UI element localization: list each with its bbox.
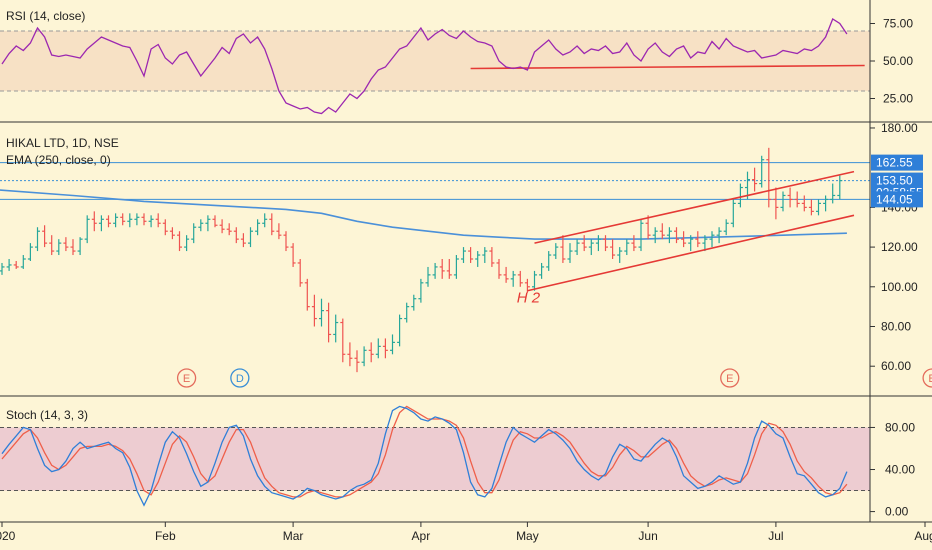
- price-tick-label: 60.00: [881, 359, 911, 373]
- event-marker-circle: [720, 368, 740, 388]
- rsi-support-trendline: [470, 64, 865, 70]
- event-marker-circle: [922, 368, 932, 388]
- rsi-label: RSI (14, close): [6, 9, 85, 23]
- event-marker-label: E: [928, 373, 932, 385]
- price-title: HIKAL LTD, 1D, NSE: [6, 136, 119, 150]
- price-label-text: 144.05: [876, 192, 913, 206]
- channel-upper-line: [534, 170, 855, 244]
- stoch-panel: Stoch (14, 3, 3) 80.00 40.00 0.00: [0, 405, 915, 519]
- event-marker-circle: [230, 368, 250, 388]
- rsi-band: [0, 31, 870, 91]
- ema-label: EMA (250, close, 0): [6, 153, 111, 167]
- price-label-box: [871, 154, 923, 171]
- event-marker-circle: [176, 368, 197, 388]
- price-label-text: 153.50: [876, 174, 913, 188]
- price-tick-label: 120.00: [881, 240, 918, 254]
- rsi-tick-label: 25.00: [883, 92, 913, 106]
- time-axis: 2020FebMarAprMayJunJulAug24: [0, 522, 932, 543]
- price-label-text: 162.55: [876, 156, 913, 170]
- time-tick-label: Feb: [155, 529, 176, 543]
- stoch-label: Stoch (14, 3, 3): [6, 408, 88, 422]
- pattern-annotation: H 2: [517, 290, 541, 307]
- price-tick-label: 100.00: [881, 280, 918, 294]
- time-tick-label: 2020: [0, 529, 16, 543]
- price-panel: HIKAL LTD, 1D, NSE EMA (250, close, 0) H…: [0, 121, 932, 388]
- ema-line: [0, 189, 847, 240]
- rsi-tick-label: 75.00: [883, 17, 913, 31]
- event-marker-label: E: [726, 373, 733, 385]
- time-tick-label: Jul: [768, 529, 783, 543]
- time-tick-label: Mar: [283, 529, 304, 543]
- event-marker-label: E: [183, 373, 190, 385]
- time-tick-label: Jun: [638, 529, 657, 543]
- price-label-box: [871, 191, 923, 208]
- price-tick-label: 80.00: [881, 320, 911, 334]
- stoch-tick-label: 0.00: [885, 505, 909, 519]
- event-marker-label: D: [236, 373, 244, 385]
- stoch-tick-label: 40.00: [885, 463, 915, 477]
- time-tick-label: Aug: [914, 529, 932, 543]
- stoch-tick-label: 80.00: [885, 420, 915, 434]
- rsi-panel: RSI (14, close) 75.00 50.00 25.00: [0, 9, 913, 115]
- time-tick-label: May: [516, 529, 539, 543]
- stoch-k-line: [1, 405, 848, 507]
- channel-lower-line: [527, 214, 855, 292]
- rsi-tick-label: 50.00: [883, 54, 913, 68]
- price-tick-label: 180.00: [881, 121, 918, 135]
- rsi-line: [1, 18, 848, 115]
- time-tick-label: Apr: [412, 529, 431, 543]
